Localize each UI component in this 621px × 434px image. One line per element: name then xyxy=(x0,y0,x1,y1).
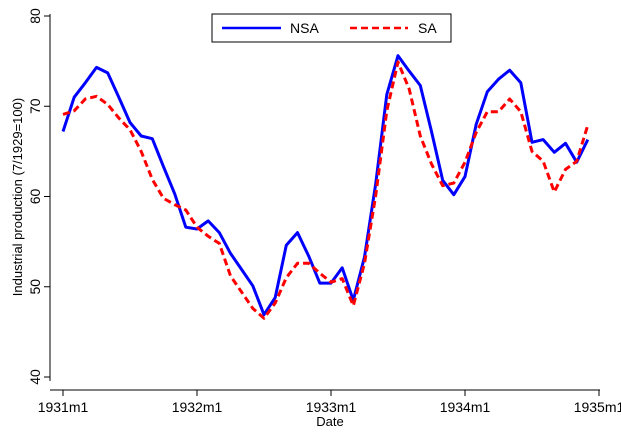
x-tick-label: 1932m1 xyxy=(172,399,223,415)
series-layer xyxy=(61,54,590,320)
x-tick-label: 1934m1 xyxy=(440,399,491,415)
y-axis-title: Industrial production (7/1929=100) xyxy=(10,98,25,296)
y-ticks: 40 50 60 70 80 xyxy=(27,8,50,385)
x-tick-label: 1931m1 xyxy=(38,399,89,415)
legend-label-sa: SA xyxy=(418,20,437,36)
x-tick-label: 1935m1 xyxy=(574,399,621,415)
y-tick-label: 40 xyxy=(27,369,43,385)
y-tick-label: 70 xyxy=(27,98,43,114)
y-tick-label: 60 xyxy=(27,189,43,205)
legend: NSA SA xyxy=(211,13,452,43)
series-line-nsa xyxy=(61,54,590,317)
x-tick-label: 1933m1 xyxy=(306,399,357,415)
series-line-sa xyxy=(62,60,590,320)
y-tick-label: 80 xyxy=(27,8,43,24)
x-axis-title: Date xyxy=(316,414,343,429)
y-tick-label: 50 xyxy=(27,279,43,295)
x-ticks: 1931m1 1932m1 1933m1 1934m1 1935m1 xyxy=(38,390,621,415)
legend-label-nsa: NSA xyxy=(290,20,319,36)
axes: 40 50 60 70 80 1931m1 1932m1 1933m1 1934m1 1935m… xyxy=(27,8,621,415)
